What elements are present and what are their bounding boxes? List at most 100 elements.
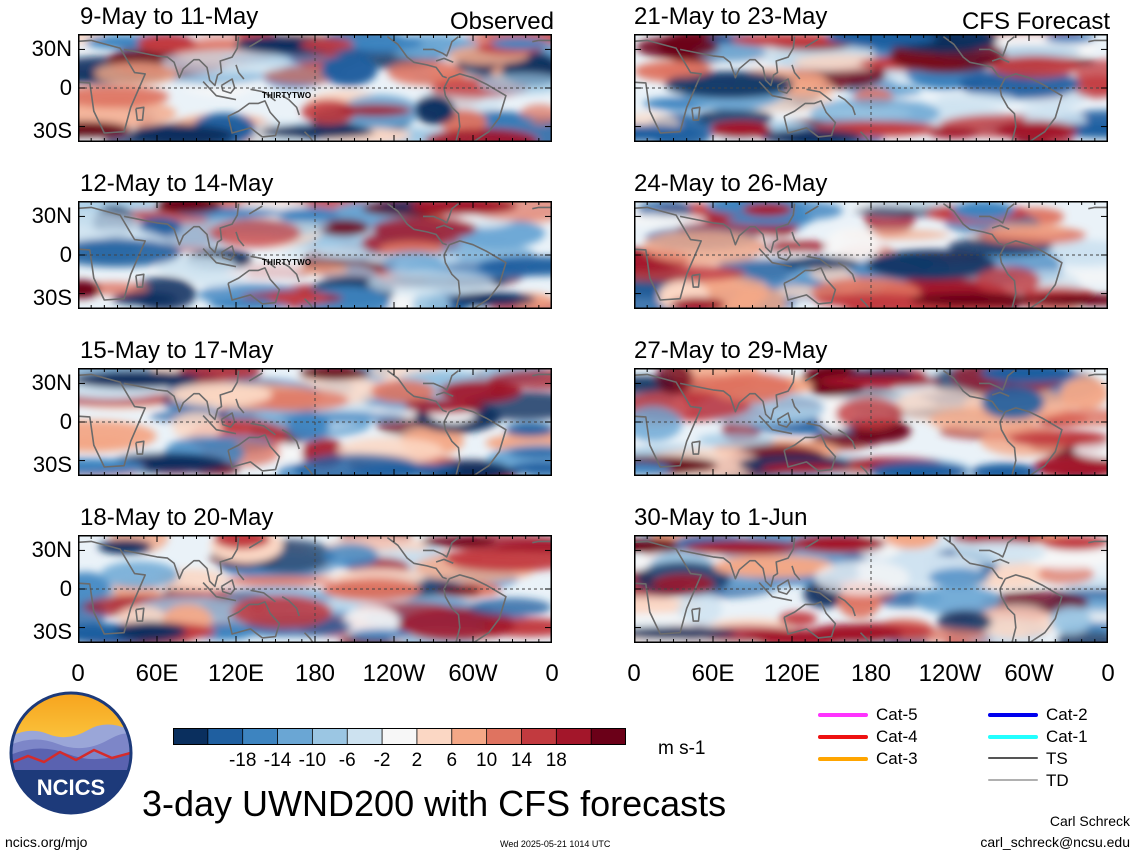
legend-line-cat-5 bbox=[818, 713, 868, 717]
longitude-label: 60E bbox=[691, 660, 735, 687]
wind-anomaly-blob bbox=[448, 292, 536, 306]
colorbar-label: 18 bbox=[545, 750, 567, 771]
map-panel-2 bbox=[78, 201, 552, 309]
coastline bbox=[227, 434, 281, 472]
coastline bbox=[135, 440, 145, 455]
coastline bbox=[791, 64, 801, 80]
coastline bbox=[123, 370, 240, 421]
panel-1-tag: Observed bbox=[449, 8, 554, 35]
longitude-label: 120E bbox=[763, 660, 821, 687]
wind-anomaly-blob bbox=[508, 447, 552, 459]
coastline bbox=[449, 73, 507, 142]
coastline bbox=[435, 391, 454, 398]
wind-anomaly-blob bbox=[410, 201, 518, 215]
coastline bbox=[991, 558, 1010, 565]
colorbar-label: 2 bbox=[411, 750, 423, 771]
wind-anomaly-blob bbox=[634, 214, 707, 226]
coastline bbox=[435, 57, 454, 64]
wind-anomaly-blob bbox=[1042, 535, 1108, 551]
legend-label-ts: TS bbox=[1046, 749, 1068, 768]
colorbar-swatch bbox=[555, 727, 592, 746]
coastline bbox=[837, 596, 856, 617]
coastline bbox=[250, 88, 276, 102]
map-panel-1 bbox=[78, 34, 552, 142]
coastline bbox=[250, 422, 276, 436]
coastline bbox=[78, 206, 146, 301]
wind-anomaly-blob bbox=[78, 238, 181, 267]
wind-anomaly-blob bbox=[1060, 377, 1108, 410]
coastline bbox=[386, 202, 447, 246]
longitude-label: 0 bbox=[627, 660, 641, 687]
colorbar-label: -18 bbox=[228, 750, 257, 771]
coastline bbox=[235, 565, 245, 581]
coastline bbox=[942, 536, 1003, 580]
coastline bbox=[837, 429, 856, 450]
map-panel-7 bbox=[634, 368, 1108, 476]
wind-anomaly-blob bbox=[128, 124, 235, 142]
wind-anomaly-blob bbox=[634, 125, 704, 142]
coastline bbox=[634, 39, 702, 134]
coastline bbox=[758, 582, 793, 602]
coastline bbox=[859, 298, 870, 309]
wind-anomaly-blob bbox=[339, 104, 412, 117]
coastline bbox=[691, 273, 701, 288]
colorbar-swatch bbox=[590, 727, 627, 746]
coastline bbox=[783, 434, 837, 472]
coastline bbox=[202, 81, 237, 101]
coastline bbox=[806, 422, 832, 436]
coastline bbox=[435, 558, 454, 565]
wind-anomaly-blob bbox=[172, 411, 222, 441]
coastline bbox=[691, 106, 701, 121]
logo-text: NCICS bbox=[37, 775, 105, 800]
coastline bbox=[837, 262, 856, 283]
wind-anomaly-blob bbox=[672, 375, 756, 394]
coastline bbox=[691, 440, 701, 455]
wind-anomaly-blob bbox=[805, 623, 904, 643]
coastline bbox=[235, 398, 245, 414]
wind-anomaly-blob bbox=[436, 585, 481, 597]
wind-anomaly-blob bbox=[909, 293, 1039, 307]
latitude-label: 30S bbox=[32, 285, 72, 310]
panel-2-title: 12-May to 14-May bbox=[80, 170, 274, 197]
wind-anomaly-blob bbox=[321, 54, 378, 87]
map-panel-6 bbox=[634, 201, 1108, 309]
wind-anomaly-blob bbox=[761, 129, 863, 142]
colorbar-label: -2 bbox=[373, 750, 391, 771]
wind-anomaly-blob bbox=[761, 463, 846, 474]
coastline bbox=[942, 369, 1003, 413]
wind-anomaly-blob bbox=[814, 293, 937, 308]
wind-anomaly-blob bbox=[476, 256, 552, 276]
longitude-label: 60W bbox=[448, 660, 498, 687]
coastline bbox=[1005, 240, 1063, 309]
coastline bbox=[386, 536, 447, 580]
wind-anomaly-blob bbox=[268, 291, 328, 305]
coastline bbox=[783, 100, 837, 138]
longitude-label: 0 bbox=[545, 660, 559, 687]
longitude-label: 180 bbox=[294, 660, 336, 687]
colorbar bbox=[172, 727, 627, 746]
wind-anomaly-blob bbox=[866, 249, 997, 281]
coastline bbox=[248, 539, 263, 549]
wind-anomaly-blob bbox=[936, 610, 992, 634]
wind-anomaly-blob bbox=[214, 535, 270, 550]
longitude-label: 0 bbox=[71, 660, 85, 687]
latitude-label: 0 bbox=[59, 242, 72, 267]
coastline bbox=[135, 607, 145, 622]
coastline bbox=[991, 224, 1010, 231]
coastline bbox=[679, 36, 796, 87]
wind-anomaly-blob bbox=[684, 540, 800, 556]
coastline bbox=[991, 57, 1010, 64]
wind-anomaly-blob bbox=[114, 621, 187, 641]
coastline bbox=[248, 372, 263, 382]
wind-anomaly-blob bbox=[975, 266, 1041, 295]
colorbar-swatch bbox=[416, 727, 453, 746]
coastline bbox=[979, 202, 1015, 224]
wind-anomaly-blob bbox=[664, 71, 794, 99]
coastline bbox=[791, 231, 801, 247]
wind-anomaly-blob bbox=[209, 298, 291, 309]
panel-1-title: 9-May to 11-May bbox=[80, 3, 259, 30]
wind-anomaly-blob bbox=[811, 432, 883, 448]
coastline bbox=[135, 106, 145, 121]
coastline bbox=[423, 35, 459, 57]
wind-anomaly-blob bbox=[276, 207, 340, 222]
